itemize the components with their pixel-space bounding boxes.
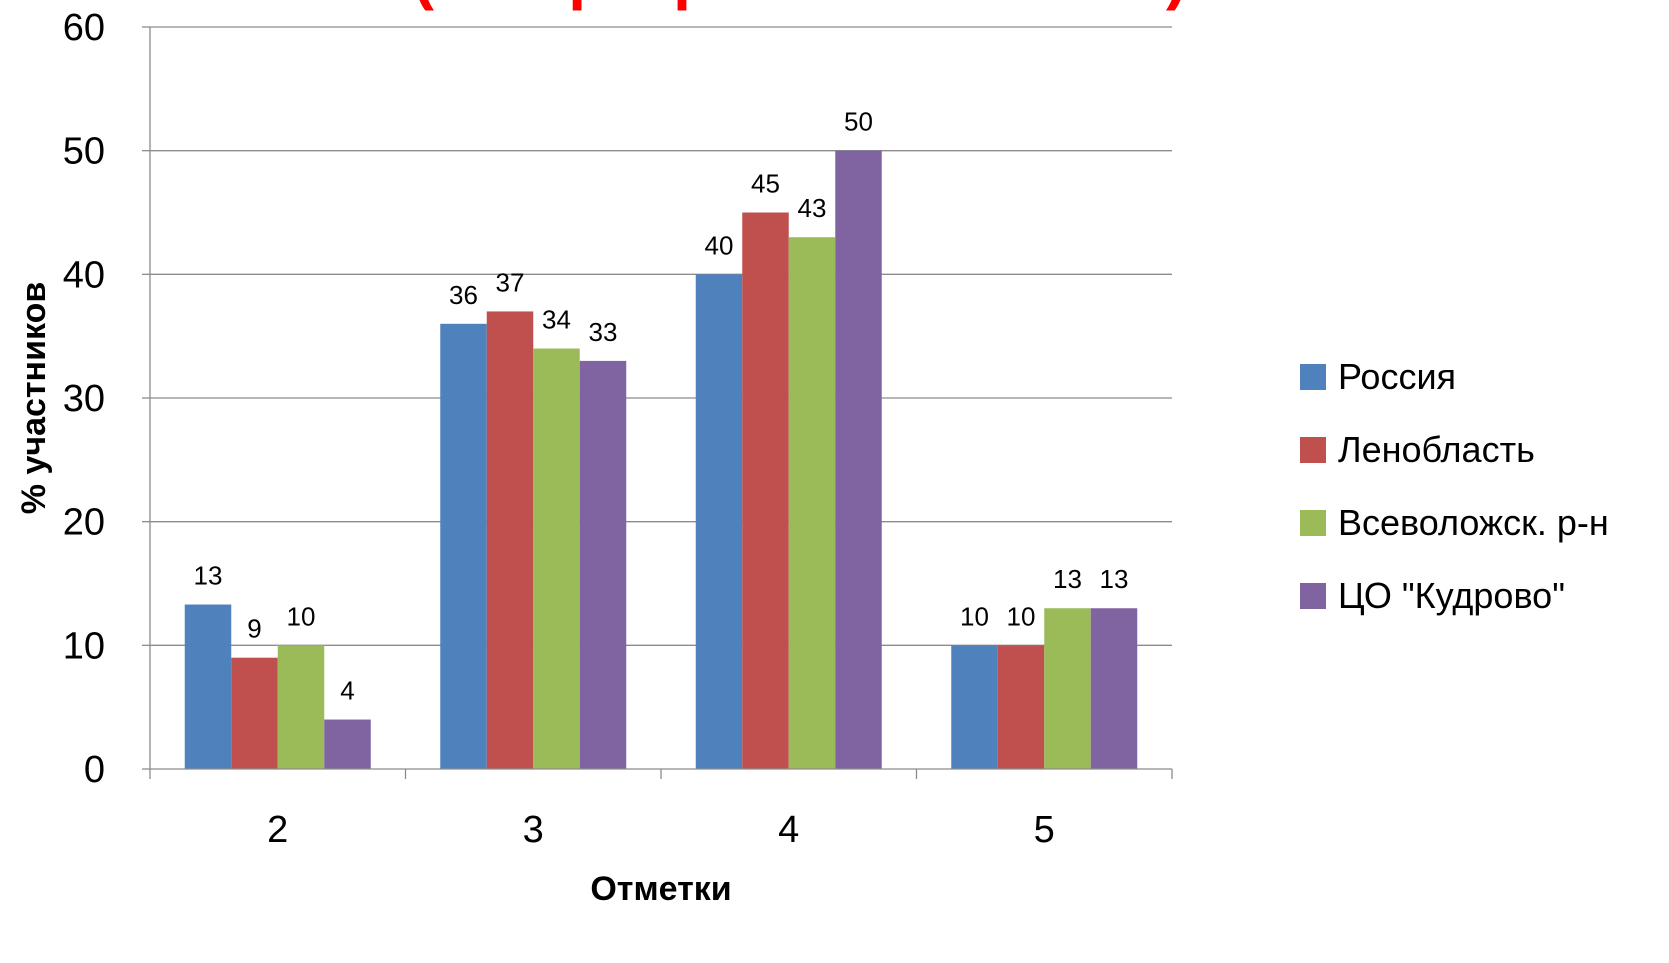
legend-swatch	[1300, 582, 1326, 609]
bar	[742, 212, 789, 769]
bar	[231, 657, 278, 769]
data-label: 50	[844, 107, 873, 137]
legend-item: Ленобласть	[1300, 413, 1609, 486]
legend-item: Россия	[1300, 340, 1609, 413]
bar	[1044, 608, 1091, 769]
data-label: 34	[542, 305, 571, 335]
bar	[695, 274, 743, 769]
bar	[951, 645, 998, 769]
data-label: 13	[1053, 564, 1082, 594]
bar	[440, 323, 487, 769]
data-label: 13	[1100, 564, 1129, 594]
legend-label: Россия	[1338, 355, 1457, 397]
bar	[486, 311, 534, 769]
data-label: 43	[798, 193, 827, 223]
data-label: 37	[496, 267, 525, 297]
y-tick-label: 40	[63, 254, 105, 296]
chart-legend: Россия Ленобласть Всеволожск. р-н ЦО "Кудро…	[1300, 340, 1609, 632]
data-label: 10	[287, 601, 316, 631]
legend-label: Всеволожск. р-н	[1338, 501, 1609, 543]
legend-label: Ленобласть	[1338, 428, 1535, 470]
x-tick-label: 2	[267, 809, 288, 851]
bar	[997, 645, 1045, 769]
y-axis-title: % участников	[15, 282, 53, 514]
data-label: 4	[340, 676, 354, 706]
y-tick-label: 60	[63, 7, 105, 49]
legend-swatch	[1300, 436, 1326, 463]
bar	[184, 604, 232, 769]
data-label: 9	[247, 614, 261, 644]
x-tick-label: 3	[523, 809, 544, 851]
legend-item: Всеволожск. р-н	[1300, 486, 1609, 559]
legend-swatch	[1300, 363, 1326, 390]
bar	[788, 237, 836, 769]
bar	[277, 645, 325, 769]
data-label: 45	[751, 169, 780, 199]
bar	[579, 360, 627, 769]
bar	[533, 348, 580, 769]
y-tick-label: 50	[63, 131, 105, 173]
data-label: 10	[1007, 601, 1036, 631]
bar	[324, 719, 371, 769]
legend-item: ЦО "Кудрово"	[1300, 559, 1609, 632]
data-label: 10	[960, 601, 989, 631]
data-label: 36	[449, 280, 478, 310]
data-label: 40	[705, 230, 734, 260]
data-label: 13	[194, 561, 223, 591]
data-label: 33	[589, 317, 618, 347]
y-tick-label: 30	[63, 378, 105, 420]
x-tick-label: 5	[1034, 809, 1055, 851]
y-tick-label: 20	[63, 502, 105, 544]
bar	[835, 150, 882, 769]
legend-swatch	[1300, 509, 1326, 536]
y-tick-label: 10	[63, 625, 105, 667]
x-tick-label: 4	[778, 809, 799, 851]
chart-title: (по программе 4 класса)	[300, 0, 1300, 12]
x-axis-title: Отметки	[590, 870, 731, 908]
legend-label: ЦО "Кудрово"	[1338, 574, 1565, 616]
y-tick-label: 0	[84, 749, 105, 791]
bar	[1090, 608, 1138, 769]
